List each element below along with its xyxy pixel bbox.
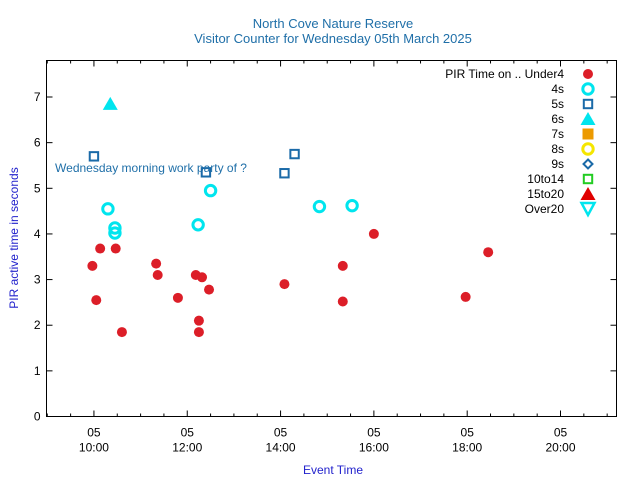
chart-title: North Cove Nature Reserve: [253, 16, 413, 31]
plot-frame: [46, 60, 617, 417]
point-under4: [193, 315, 204, 326]
y-tick-label: 1: [34, 364, 41, 378]
point-5s: [88, 151, 100, 162]
legend-label-under4: PIR Time on .. Under4: [445, 67, 564, 81]
point-under4: [87, 260, 98, 271]
legend-label-10to14: 10to14: [527, 172, 564, 186]
point-5s: [200, 167, 212, 178]
legend-symbol-7s: [582, 128, 594, 140]
point-under4: [172, 292, 183, 303]
y-tick-label: 2: [34, 318, 41, 332]
legend-label-over20: Over20: [525, 202, 565, 216]
legend-symbol-6s: [580, 112, 596, 125]
y-axis-label: PIR active time in seconds: [7, 167, 21, 308]
point-under4: [483, 247, 494, 258]
point-4s: [101, 202, 115, 216]
y-tick-label: 4: [34, 227, 41, 241]
point-under4: [91, 295, 102, 306]
point-under4: [197, 272, 208, 283]
x-tick-label: 05 14:00: [266, 426, 296, 455]
legend-symbol-10to14: [582, 173, 594, 185]
point-under4: [460, 291, 471, 302]
point-under4: [116, 327, 127, 338]
x-tick-label: 05 18:00: [452, 426, 482, 455]
point-4s: [345, 198, 359, 213]
y-tick-label: 5: [34, 181, 41, 195]
legend-symbol-under4: [583, 69, 593, 79]
point-4s: [312, 199, 327, 214]
point-4s: [108, 221, 122, 235]
point-under4: [152, 270, 163, 281]
point-4s: [191, 218, 205, 232]
x-tick-label: 05 12:00: [172, 426, 202, 455]
point-4s: [108, 226, 122, 240]
legend-label-4s: 4s: [551, 82, 564, 96]
y-tick-label: 3: [34, 273, 41, 287]
legend-label-9s: 9s: [551, 157, 564, 171]
point-under4: [151, 258, 162, 269]
x-axis: 05 10:00 05 12:00 05 14:00 05 16:00 05 18:00 05 20:…: [46, 60, 608, 455]
legend-symbol-4s: [581, 82, 595, 96]
point-6s: [102, 96, 118, 110]
x-tick-label: 05 10:00: [79, 426, 109, 455]
point-under4: [193, 327, 204, 338]
y-axis: 0 1 2 3 4 5 6 7: [34, 90, 617, 424]
point-5s: [279, 168, 290, 179]
point-under4: [337, 296, 348, 307]
x-tick-label: 05 16:00: [359, 426, 389, 455]
point-under4: [337, 260, 348, 271]
legend-label-5s: 5s: [551, 97, 564, 111]
y-tick-label: 7: [34, 90, 41, 104]
y-tick-label: 0: [34, 410, 41, 424]
legend-symbol-9s: [582, 158, 594, 170]
x-axis-label: Event Time: [303, 463, 363, 477]
legend: PIR Time on .. Under44s5s6s7s8s9s10to141…: [445, 67, 597, 218]
data-points: [87, 96, 494, 338]
point-5s: [289, 148, 300, 160]
legend-label-7s: 7s: [551, 127, 564, 141]
legend-symbol-8s: [581, 142, 595, 156]
point-under4: [110, 243, 121, 254]
legend-symbol-over20: [579, 201, 597, 218]
legend-symbol-5s: [582, 98, 594, 110]
chart-subtitle: Visitor Counter for Wednesday 05th March…: [194, 31, 472, 46]
point-under4: [279, 279, 290, 290]
x-tick-label: 05 20:00: [545, 426, 575, 455]
legend-label-8s: 8s: [551, 142, 564, 156]
chart-annotation: Wednesday morning work party of ?: [55, 161, 247, 175]
legend-label-6s: 6s: [551, 112, 564, 126]
legend-label-15to20: 15to20: [527, 187, 564, 201]
point-4s: [203, 183, 218, 198]
y-tick-label: 6: [34, 136, 41, 150]
point-under4: [368, 228, 379, 239]
point-under4: [204, 284, 215, 295]
point-under4: [95, 243, 106, 254]
legend-symbol-15to20: [580, 187, 596, 200]
